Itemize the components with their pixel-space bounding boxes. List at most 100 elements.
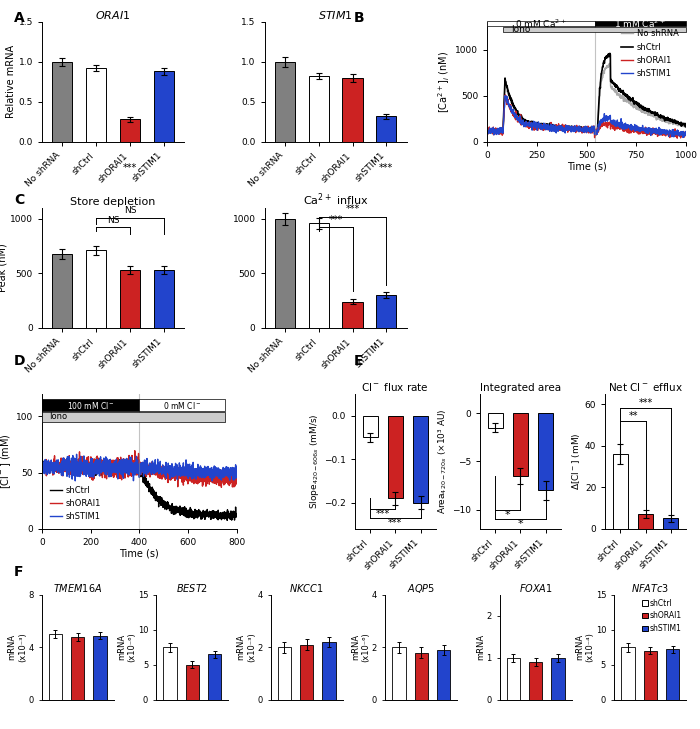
Text: Iono: Iono	[511, 26, 531, 34]
Bar	[363, 416, 378, 437]
No shRNA	[503, 87, 512, 96]
shCtrl	[503, 84, 512, 93]
Y-axis label: Relative mRNA: Relative mRNA	[6, 45, 16, 118]
shCtrl	[232, 511, 241, 520]
Title: Store depletion: Store depletion	[70, 197, 155, 207]
Line: shSTIM1: shSTIM1	[487, 95, 686, 138]
shORAI1	[483, 127, 491, 136]
Title: $\it{TMEM16A}$: $\it{TMEM16A}$	[53, 582, 102, 594]
shORAI1	[638, 129, 647, 138]
Text: 0 mM Ca$^{2+}$: 0 mM Ca$^{2+}$	[515, 17, 567, 30]
shSTIM1	[73, 460, 81, 469]
Bar	[392, 647, 405, 700]
Bar	[323, 642, 336, 700]
Legend: shCtrl, shORAI1, shSTIM1: shCtrl, shORAI1, shSTIM1	[642, 599, 682, 634]
Bar	[342, 302, 363, 328]
Bar	[413, 416, 428, 503]
Y-axis label: Slope$_{420-606s}$ (mM/s): Slope$_{420-606s}$ (mM/s)	[308, 413, 321, 510]
Legend: shCtrl, shORAI1, shSTIM1: shCtrl, shORAI1, shSTIM1	[46, 483, 104, 525]
shORAI1	[570, 123, 579, 132]
Bar	[342, 78, 363, 142]
shORAI1	[73, 463, 81, 472]
shSTIM1	[642, 128, 650, 137]
Bar	[120, 270, 140, 328]
shCtrl	[137, 470, 146, 479]
shSTIM1	[682, 130, 690, 139]
shSTIM1	[41, 464, 50, 473]
Text: ***: ***	[389, 518, 402, 528]
shCtrl	[620, 89, 629, 98]
shCtrl	[638, 104, 647, 113]
Title: Integrated area: Integrated area	[480, 383, 561, 393]
Bar	[612, 454, 628, 529]
Y-axis label: Δ[Cl$^-$] (mM): Δ[Cl$^-$] (mM)	[570, 432, 582, 490]
Bar	[71, 637, 85, 700]
shORAI1	[220, 474, 229, 483]
Text: 1 mM Ca$^{2+}$: 1 mM Ca$^{2+}$	[615, 17, 666, 30]
Text: ***: ***	[345, 204, 360, 214]
No shRNA	[638, 106, 647, 114]
No shRNA	[682, 122, 690, 131]
X-axis label: Time (s): Time (s)	[567, 161, 606, 171]
Bar	[638, 515, 653, 529]
Bar	[664, 518, 678, 529]
shORAI1	[137, 461, 146, 470]
shCtrl	[682, 120, 690, 129]
Text: ***: ***	[376, 510, 390, 519]
shSTIM1	[220, 468, 229, 477]
Title: $ORAI1$: $ORAI1$	[95, 9, 131, 21]
Bar	[388, 416, 403, 499]
Bar	[163, 647, 176, 700]
Text: **: **	[629, 411, 638, 421]
Bar	[49, 634, 62, 700]
shCtrl	[92, 453, 101, 461]
shCtrl	[126, 464, 134, 472]
No shRNA	[592, 130, 600, 139]
Text: NS: NS	[124, 206, 136, 216]
Line: shCtrl: shCtrl	[42, 457, 237, 521]
shORAI1	[131, 446, 139, 455]
Y-axis label: mRNA
(x10⁻⁶): mRNA (x10⁻⁶)	[351, 633, 370, 662]
Bar	[86, 69, 106, 142]
Text: D: D	[14, 354, 25, 367]
Text: NS: NS	[107, 217, 119, 225]
shORAI1	[682, 130, 690, 139]
No shRNA	[570, 125, 579, 133]
shORAI1	[41, 465, 50, 474]
shCtrl	[172, 507, 181, 515]
Title: $\it{NKCC1}$: $\it{NKCC1}$	[290, 582, 324, 594]
Text: *: *	[505, 510, 511, 520]
Bar	[309, 223, 329, 328]
shCtrl	[570, 123, 579, 132]
Bar	[621, 647, 635, 700]
shSTIM1	[564, 123, 572, 132]
Y-axis label: [Cl$^-$] (mM): [Cl$^-$] (mM)	[0, 434, 13, 489]
Text: ***: ***	[379, 163, 393, 174]
No shRNA	[642, 109, 650, 118]
Bar	[437, 650, 450, 700]
Line: shORAI1: shORAI1	[487, 95, 686, 138]
shCtrl	[73, 459, 81, 468]
Title: $\it{NFATc3}$: $\it{NFATc3}$	[631, 582, 669, 594]
Y-axis label: mRNA
(x10⁻⁴): mRNA (x10⁻⁴)	[575, 632, 594, 662]
Bar	[309, 77, 329, 142]
shSTIM1	[172, 467, 181, 475]
Y-axis label: mRNA
(x10⁻³): mRNA (x10⁻³)	[8, 633, 27, 662]
shORAI1	[172, 464, 181, 473]
shSTIM1	[232, 471, 241, 480]
shCtrl	[220, 507, 228, 516]
No shRNA	[483, 125, 491, 133]
Bar	[153, 270, 174, 328]
shCtrl	[38, 461, 46, 470]
shORAI1	[620, 125, 628, 133]
Legend: No shRNA, shCtrl, shORAI1, shSTIM1: No shRNA, shCtrl, shORAI1, shSTIM1	[617, 26, 682, 81]
Bar	[666, 650, 679, 700]
Line: shCtrl: shCtrl	[487, 53, 686, 135]
shSTIM1	[503, 96, 512, 105]
shSTIM1	[72, 450, 80, 459]
Bar	[643, 651, 657, 700]
Bar	[93, 636, 107, 700]
Title: Ca$^{2+}$ influx: Ca$^{2+}$ influx	[303, 191, 368, 208]
shCtrl	[642, 105, 650, 114]
Bar	[513, 413, 528, 476]
